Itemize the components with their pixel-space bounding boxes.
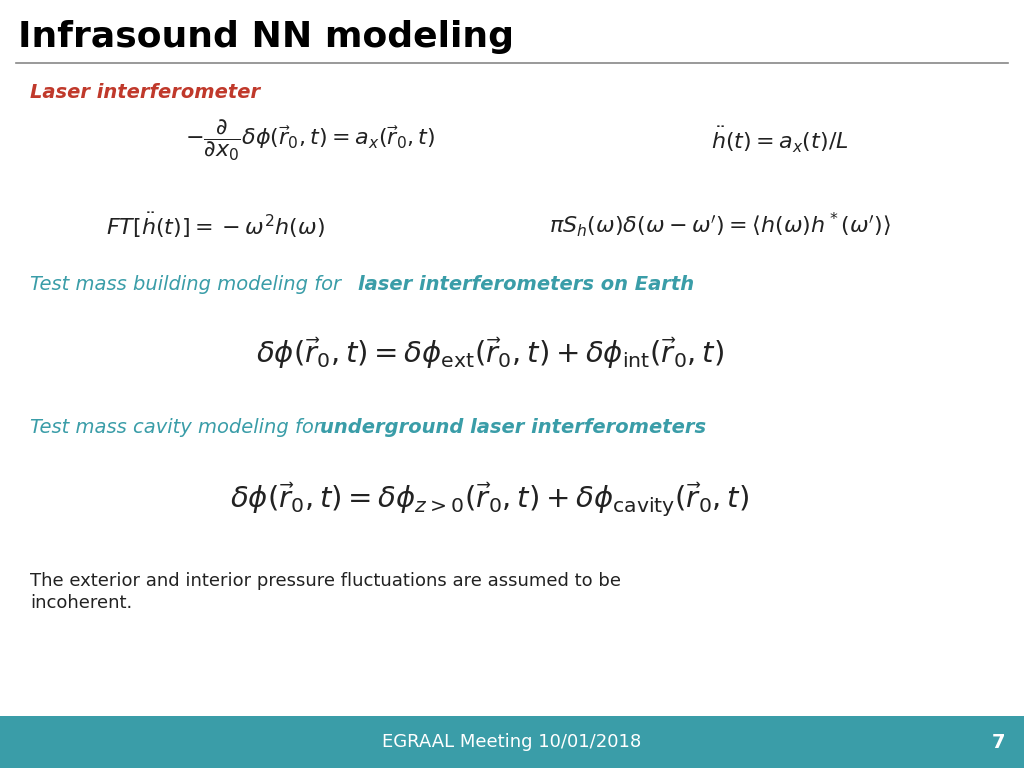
FancyBboxPatch shape <box>0 716 1024 768</box>
Text: $-\dfrac{\partial}{\partial x_0}\delta\phi(\vec{r}_0, t) = a_x(\vec{r}_0, t)$: $-\dfrac{\partial}{\partial x_0}\delta\p… <box>184 118 435 163</box>
Text: Test mass building modeling for: Test mass building modeling for <box>30 275 347 294</box>
Text: $\pi S_h(\omega)\delta(\omega - \omega') = \langle h(\omega)h^*(\omega')\rangle$: $\pi S_h(\omega)\delta(\omega - \omega')… <box>549 210 891 240</box>
Text: $\ddot{h}(t) = a_x(t)/L$: $\ddot{h}(t) = a_x(t)/L$ <box>712 125 849 155</box>
Text: $FT[\ddot{h}(t)] = -\omega^2 h(\omega)$: $FT[\ddot{h}(t)] = -\omega^2 h(\omega)$ <box>105 210 325 240</box>
Text: Test mass cavity modeling for: Test mass cavity modeling for <box>30 418 328 437</box>
Text: The exterior and interior pressure fluctuations are assumed to be: The exterior and interior pressure fluct… <box>30 572 621 590</box>
Text: laser interferometers on Earth: laser interferometers on Earth <box>358 275 694 294</box>
Text: Laser interferometer: Laser interferometer <box>30 83 260 102</box>
Text: $\delta\phi(\vec{r}_0, t) = \delta\phi_{z>0}(\vec{r}_0, t) + \delta\phi_{\mathrm: $\delta\phi(\vec{r}_0, t) = \delta\phi_{… <box>230 481 750 519</box>
Text: Infrasound NN modeling: Infrasound NN modeling <box>18 20 514 54</box>
Text: incoherent.: incoherent. <box>30 594 132 612</box>
Text: underground laser interferometers: underground laser interferometers <box>319 418 707 437</box>
Text: EGRAAL Meeting 10/01/2018: EGRAAL Meeting 10/01/2018 <box>382 733 642 751</box>
Text: 7: 7 <box>991 733 1005 752</box>
Text: $\delta\phi(\vec{r}_0, t) = \delta\phi_{\mathrm{ext}}(\vec{r}_0, t) + \delta\phi: $\delta\phi(\vec{r}_0, t) = \delta\phi_{… <box>256 336 724 371</box>
